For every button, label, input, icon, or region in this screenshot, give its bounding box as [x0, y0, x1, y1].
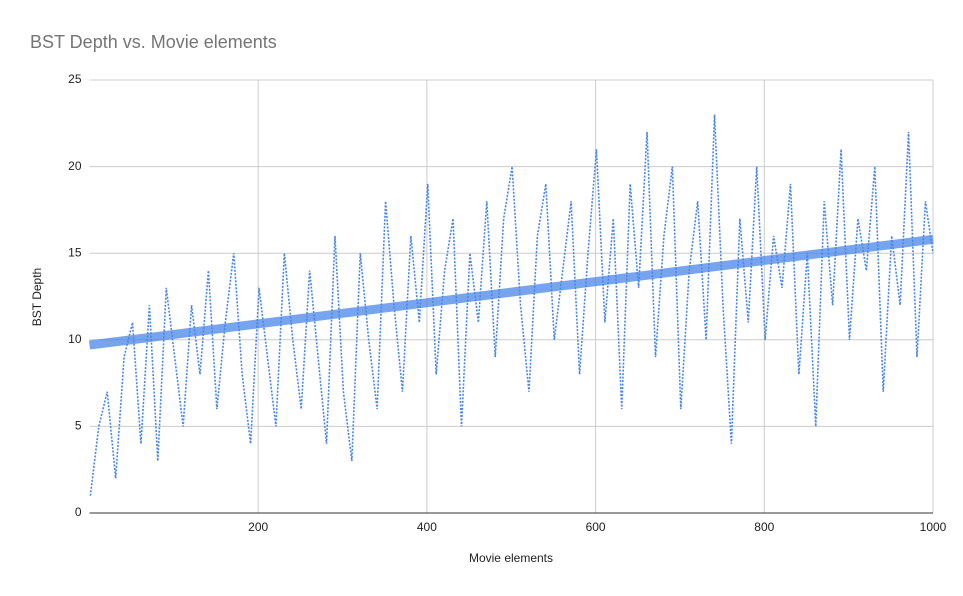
data-line — [89, 114, 934, 496]
y-tick-label: 15 — [68, 245, 82, 259]
x-tick-label: 1000 — [920, 520, 947, 534]
y-tick-label: 10 — [68, 332, 82, 346]
x-tick-label: 400 — [417, 520, 437, 534]
y-tick-label: 5 — [75, 419, 82, 433]
chart-title: BST Depth vs. Movie elements — [30, 32, 277, 52]
x-tick-label: 200 — [248, 520, 268, 534]
y-tick-label: 0 — [75, 505, 82, 519]
x-tick-label: 800 — [754, 520, 774, 534]
y-axis-label: BST Depth — [30, 268, 44, 326]
y-tick-label: 25 — [68, 72, 82, 86]
trendline — [88, 234, 934, 350]
x-tick-label: 600 — [586, 520, 606, 534]
x-axis-label: Movie elements — [469, 551, 553, 565]
y-tick-label: 20 — [68, 159, 82, 173]
